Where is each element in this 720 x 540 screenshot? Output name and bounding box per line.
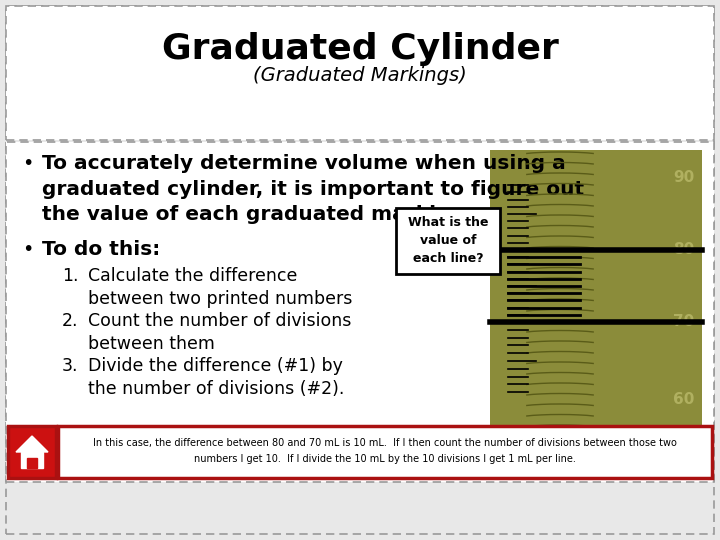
Text: 70: 70 <box>672 314 694 329</box>
FancyBboxPatch shape <box>58 426 712 478</box>
FancyBboxPatch shape <box>6 6 714 140</box>
Text: 60: 60 <box>672 393 694 408</box>
Text: What is the
value of
each line?: What is the value of each line? <box>408 217 488 266</box>
Text: In this case, the difference between 80 and 70 mL is 10 mL.  If I then count the: In this case, the difference between 80 … <box>93 438 677 448</box>
Text: 2.: 2. <box>62 312 78 330</box>
Bar <box>490 150 702 448</box>
Text: Graduated Cylinder: Graduated Cylinder <box>161 32 559 66</box>
Text: (Graduated Markings): (Graduated Markings) <box>253 66 467 85</box>
Text: Count the number of divisions: Count the number of divisions <box>88 312 351 330</box>
Text: To accurately determine volume when using a: To accurately determine volume when usin… <box>42 154 566 173</box>
Text: 80: 80 <box>672 242 694 258</box>
Text: 1.: 1. <box>62 267 78 285</box>
Polygon shape <box>27 458 37 468</box>
FancyBboxPatch shape <box>6 142 714 482</box>
Text: •: • <box>22 240 33 259</box>
Text: 90: 90 <box>672 171 694 186</box>
Text: graduated cylinder, it is important to figure out: graduated cylinder, it is important to f… <box>42 180 584 199</box>
Polygon shape <box>16 436 48 452</box>
Polygon shape <box>21 452 43 468</box>
FancyBboxPatch shape <box>8 426 56 478</box>
Text: the number of divisions (#2).: the number of divisions (#2). <box>88 380 344 398</box>
Text: numbers I get 10.  If I divide the 10 mL by the 10 divisions I get 1 mL per line: numbers I get 10. If I divide the 10 mL … <box>194 454 576 464</box>
Text: between two printed numbers: between two printed numbers <box>88 290 352 308</box>
Text: between them: between them <box>88 335 215 353</box>
Text: Calculate the difference: Calculate the difference <box>88 267 297 285</box>
Text: •: • <box>22 154 33 173</box>
Text: the value of each graduated marking: the value of each graduated marking <box>42 205 465 224</box>
Text: To do this:: To do this: <box>42 240 161 259</box>
Text: 3.: 3. <box>62 357 78 375</box>
FancyBboxPatch shape <box>6 6 714 534</box>
FancyBboxPatch shape <box>396 208 500 274</box>
Text: Divide the difference (#1) by: Divide the difference (#1) by <box>88 357 343 375</box>
